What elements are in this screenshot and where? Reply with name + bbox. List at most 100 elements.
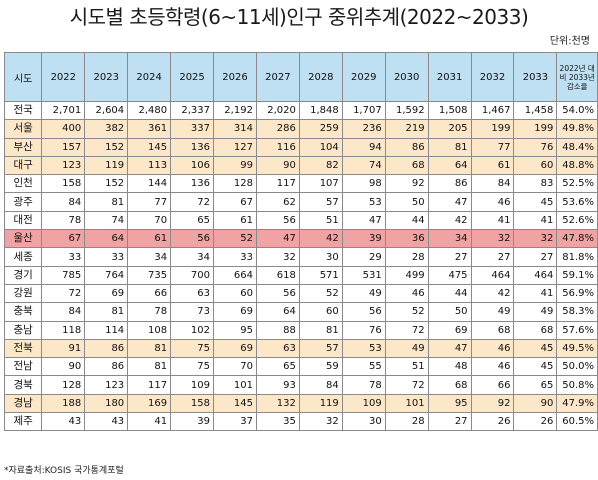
value-cell: 39 (341, 229, 386, 249)
value-cell: 2,020 (255, 100, 300, 121)
value-cell: 36 (384, 229, 429, 249)
value-cell: 34 (427, 229, 472, 249)
value-cell: 2,701 (41, 100, 86, 121)
decline-rate-cell: 81.8% (556, 247, 598, 267)
source-note: *자료출처:KOSIS 국가통계포털 (4, 466, 124, 476)
value-cell: 55 (341, 357, 386, 377)
value-cell: 60 (513, 155, 558, 176)
value-cell: 236 (341, 119, 386, 139)
table-row: 대구 123 119 113 106 99 90 82 74 68 64 61 60 48.8% (3, 155, 598, 176)
value-cell: 61 (213, 210, 257, 231)
value-cell: 84 (470, 174, 515, 194)
value-cell: 700 (170, 265, 215, 285)
value-cell: 63 (255, 338, 300, 359)
table-header-row: 시도 2022 2023 2024 2025 2026 2027 2028 20… (3, 52, 598, 102)
value-cell: 205 (427, 119, 472, 139)
value-cell: 108 (127, 320, 172, 340)
value-cell: 83 (513, 174, 558, 194)
value-cell: 259 (298, 119, 343, 139)
value-cell: 60 (298, 302, 343, 322)
table-row: 전국 2,701 2,604 2,480 2,337 2,192 2,020 1,848 1,7… (3, 100, 598, 121)
value-cell: 76 (341, 320, 386, 340)
value-cell: 68 (427, 375, 472, 395)
value-cell: 52 (384, 302, 429, 322)
decline-rate-cell: 50.0% (556, 357, 598, 377)
value-cell: 382 (84, 119, 129, 139)
value-cell: 44 (384, 210, 429, 231)
value-cell: 128 (41, 375, 86, 395)
table-row: 강원 72 69 66 63 60 56 52 49 46 44 42 41 56.9% (3, 283, 598, 304)
value-cell: 45 (513, 338, 558, 359)
decline-rate-cell: 52.5% (556, 174, 598, 194)
value-cell: 32 (298, 412, 343, 432)
region-cell: 경북 (3, 375, 43, 395)
value-cell: 2,480 (127, 100, 172, 121)
value-cell: 1,508 (427, 100, 472, 121)
value-cell: 109 (170, 375, 215, 395)
value-cell: 118 (41, 320, 86, 340)
value-cell: 81 (84, 302, 129, 322)
value-cell: 86 (84, 338, 129, 359)
value-cell: 33 (213, 247, 257, 267)
decline-rate-cell: 47.8% (556, 229, 598, 249)
region-cell: 세종 (3, 247, 43, 267)
value-cell: 169 (127, 393, 172, 414)
value-cell: 136 (170, 174, 215, 194)
value-cell: 67 (41, 229, 86, 249)
table-row: 대전 78 74 70 65 61 56 51 47 44 42 41 41 52.6% (3, 210, 598, 231)
value-cell: 2,192 (213, 100, 257, 121)
value-cell: 361 (127, 119, 172, 139)
value-cell: 286 (255, 119, 300, 139)
value-cell: 41 (513, 210, 558, 231)
value-cell: 74 (84, 210, 129, 231)
value-cell: 145 (127, 137, 172, 157)
column-header-year: 2027 (255, 52, 300, 102)
value-cell: 785 (41, 265, 86, 285)
value-cell: 53 (341, 192, 386, 212)
value-cell: 32 (470, 229, 515, 249)
decline-rate-cell: 58.3% (556, 302, 598, 322)
decline-rate-cell: 54.0% (556, 100, 598, 121)
value-cell: 41 (513, 283, 558, 304)
value-cell: 188 (41, 393, 86, 414)
region-cell: 대구 (3, 155, 43, 176)
value-cell: 2,337 (170, 100, 215, 121)
value-cell: 26 (513, 412, 558, 432)
value-cell: 84 (41, 192, 86, 212)
value-cell: 90 (513, 393, 558, 414)
decline-rate-cell: 47.9% (556, 393, 598, 414)
value-cell: 101 (384, 393, 429, 414)
value-cell: 28 (384, 247, 429, 267)
value-cell: 51 (298, 210, 343, 231)
value-cell: 81 (84, 192, 129, 212)
region-cell: 전국 (3, 100, 43, 121)
value-cell: 119 (84, 155, 129, 176)
value-cell: 117 (127, 375, 172, 395)
value-cell: 76 (513, 137, 558, 157)
value-cell: 42 (298, 229, 343, 249)
region-cell: 강원 (3, 283, 43, 304)
value-cell: 65 (513, 375, 558, 395)
value-cell: 42 (470, 283, 515, 304)
value-cell: 27 (427, 412, 472, 432)
value-cell: 531 (341, 265, 386, 285)
value-cell: 51 (384, 357, 429, 377)
value-cell: 70 (127, 210, 172, 231)
value-cell: 57 (298, 192, 343, 212)
column-header-decline-rate: 2022년 대비 2033년 감소율 (556, 52, 598, 102)
value-cell: 116 (255, 137, 300, 157)
value-cell: 39 (170, 412, 215, 432)
value-cell: 49 (384, 338, 429, 359)
value-cell: 27 (470, 247, 515, 267)
table-row: 서울 400 382 361 337 314 286 259 236 219 205 199 199 49… (3, 119, 598, 139)
decline-rate-cell: 60.5% (556, 412, 598, 432)
value-cell: 219 (384, 119, 429, 139)
value-cell: 33 (41, 247, 86, 267)
value-cell: 66 (127, 283, 172, 304)
value-cell: 57 (298, 338, 343, 359)
value-cell: 78 (41, 210, 86, 231)
value-cell: 69 (213, 338, 257, 359)
value-cell: 77 (470, 137, 515, 157)
value-cell: 95 (427, 393, 472, 414)
value-cell: 91 (41, 338, 86, 359)
